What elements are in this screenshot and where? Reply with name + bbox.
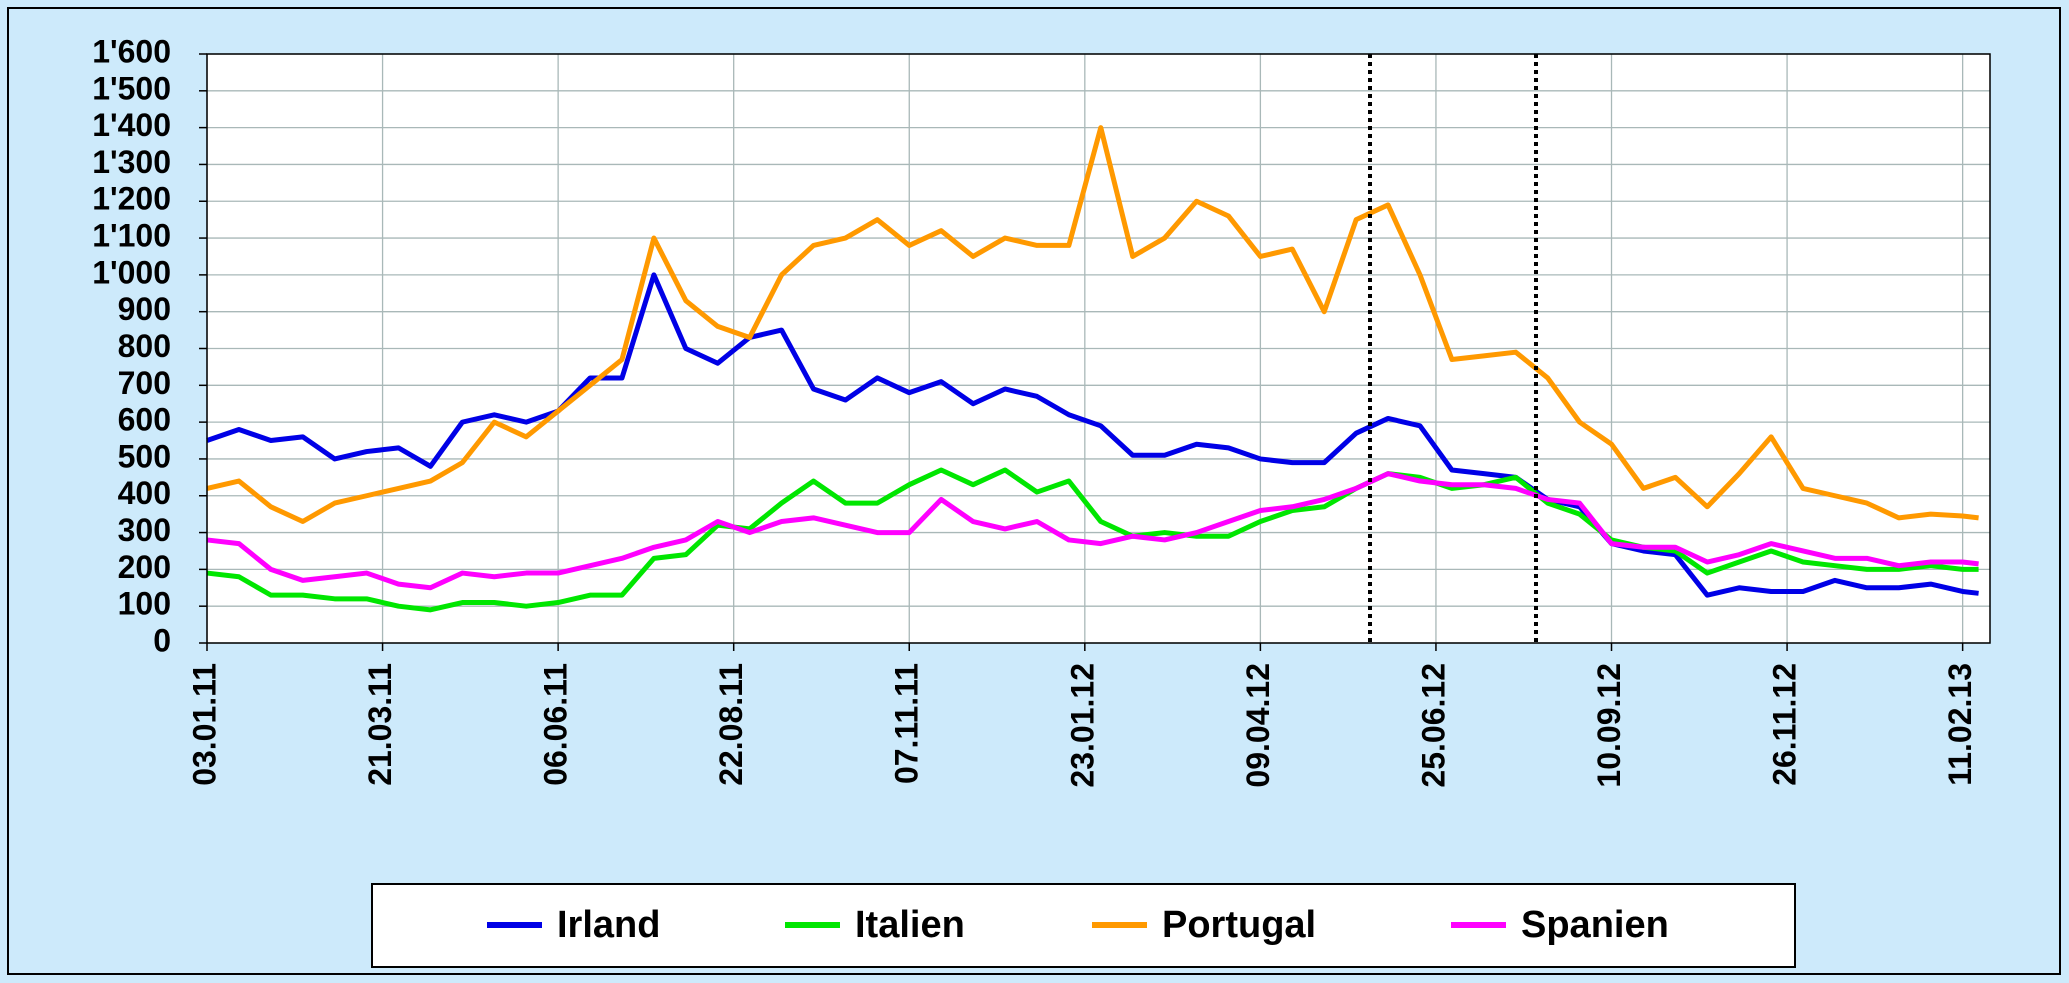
x-tick-label: 07.11.11 [889,663,925,784]
series-line [206,471,1979,591]
y-tick-label: 400 [118,475,171,511]
y-tick-label: 900 [118,291,171,327]
legend-label: Irland [557,904,660,946]
y-tick-label: 700 [118,365,171,401]
legend-label: Portugal [1162,904,1316,946]
x-tick-label: 25.06.12 [1415,663,1451,788]
x-tick-label: 11.02.13 [1942,663,1978,786]
x-tick-label: 21.03.11 [362,663,398,786]
x-tick-label: 23.01.12 [1064,663,1100,788]
y-tick-label: 200 [118,549,171,585]
y-tick-label: 600 [118,402,171,438]
y-tick-label: 100 [118,586,171,622]
y-tick-label: 1'100 [92,218,171,254]
series-line [206,272,1979,598]
series-line [206,125,1979,525]
y-tick-label: 1'600 [92,33,171,69]
x-tick-label: 22.08.11 [713,663,749,786]
x-tick-label: 09.04.12 [1240,663,1276,788]
x-tick-label: 06.06.11 [538,663,574,786]
y-tick-label: 1'500 [92,70,171,106]
lines [206,125,1979,613]
y-tick-label: 300 [118,512,171,548]
legend-label: Italien [855,904,965,946]
y-tick-label: 1'300 [92,144,171,180]
series-line [206,467,1979,613]
legend-label: Spanien [1521,904,1669,946]
x-tick-label: 10.09.12 [1591,663,1627,788]
y-tick-label: 500 [118,438,171,474]
y-tick-label: 1'400 [92,107,171,143]
y-tick-label: 800 [118,328,171,364]
x-tick-label: 26.11.12 [1767,663,1803,786]
y-tick-label: 1'000 [92,254,171,290]
y-tick-label: 1'200 [92,181,171,217]
y-tick-label: 0 [153,622,171,658]
legend [371,883,1796,968]
x-tick-label: 03.01.11 [186,663,222,786]
